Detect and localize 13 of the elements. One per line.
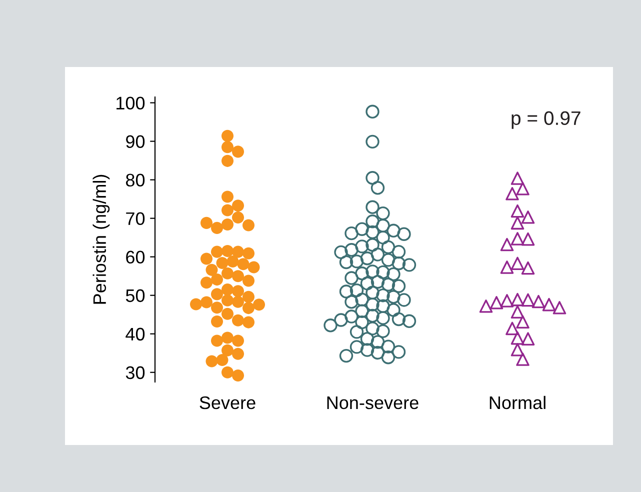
y-tick-label: 50 xyxy=(126,289,145,302)
y-axis-title: Periostin (ng/ml) xyxy=(92,174,110,304)
annotation: p = 0.97 xyxy=(512,111,580,129)
y-tick-label: 30 xyxy=(126,366,145,380)
y-tick-label: 60 xyxy=(126,250,145,264)
y-tick-label: 80 xyxy=(126,174,145,187)
y-tick-label: 40 xyxy=(126,328,145,341)
y-tick-label: 70 xyxy=(126,212,145,226)
x-tick-label: Severe xyxy=(200,396,256,410)
x-tick-label: Non-severe xyxy=(327,396,418,410)
y-tick-label: 100 xyxy=(116,96,145,110)
y-tick-label: 90 xyxy=(126,135,145,148)
x-tick-label: Normal xyxy=(490,396,546,410)
